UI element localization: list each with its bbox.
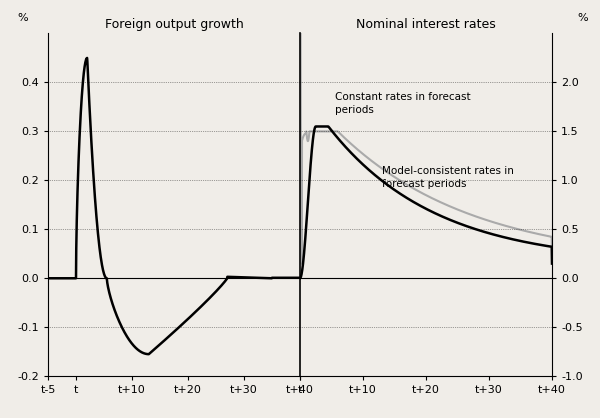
Text: %: % bbox=[17, 13, 28, 23]
Text: %: % bbox=[577, 13, 587, 23]
Text: Model-consistent rates in
forecast periods: Model-consistent rates in forecast perio… bbox=[382, 166, 514, 189]
Text: Constant rates in forecast
periods: Constant rates in forecast periods bbox=[335, 92, 470, 115]
Title: Foreign output growth: Foreign output growth bbox=[104, 18, 244, 31]
Title: Nominal interest rates: Nominal interest rates bbox=[356, 18, 496, 31]
